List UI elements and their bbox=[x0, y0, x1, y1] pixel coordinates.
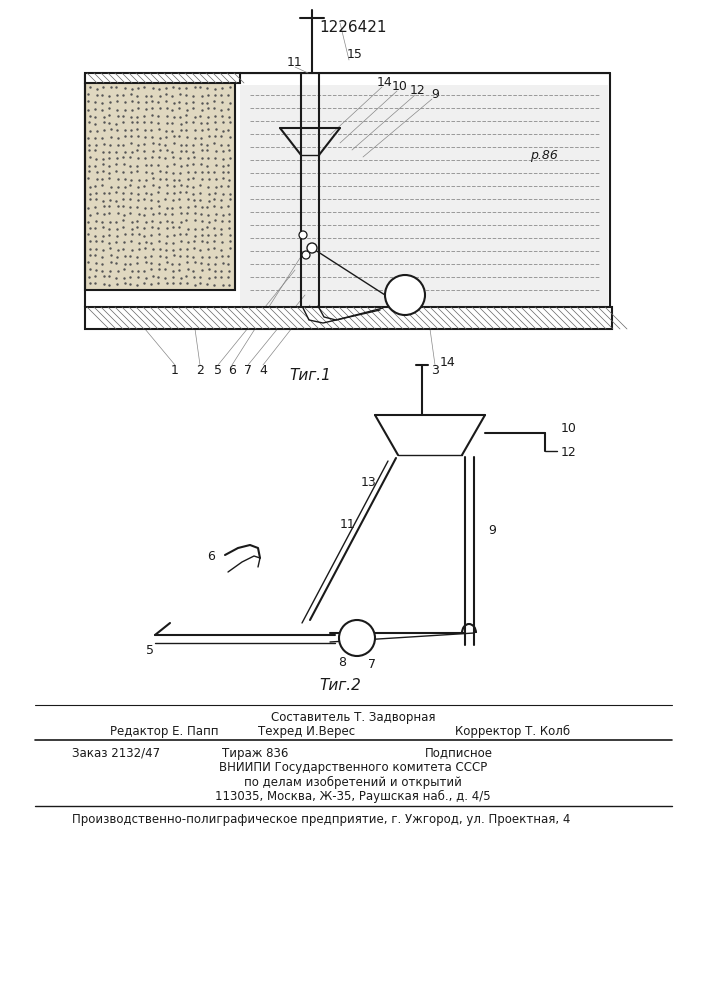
Text: 113035, Москва, Ж-35, Раушская наб., д. 4/5: 113035, Москва, Ж-35, Раушская наб., д. … bbox=[215, 789, 491, 803]
Circle shape bbox=[307, 243, 317, 253]
Text: р.86: р.86 bbox=[530, 148, 558, 161]
Text: 2: 2 bbox=[196, 363, 204, 376]
Text: 11: 11 bbox=[287, 55, 303, 68]
Text: 9: 9 bbox=[431, 89, 439, 102]
Text: Заказ 2132/47: Заказ 2132/47 bbox=[72, 746, 160, 760]
Text: 7: 7 bbox=[368, 658, 376, 672]
Circle shape bbox=[299, 231, 307, 239]
Text: по делам изобретений и открытий: по делам изобретений и открытий bbox=[244, 775, 462, 789]
Circle shape bbox=[385, 275, 425, 315]
Text: 5: 5 bbox=[214, 363, 222, 376]
Text: Τиг.2: Τиг.2 bbox=[319, 678, 361, 692]
Text: 12: 12 bbox=[561, 446, 577, 460]
Text: 10: 10 bbox=[392, 81, 408, 94]
Circle shape bbox=[302, 251, 310, 259]
Text: Техред И.Верес: Техред И.Верес bbox=[258, 724, 355, 738]
Text: Составитель Т. Задворная: Составитель Т. Задворная bbox=[271, 710, 436, 724]
Text: 10: 10 bbox=[561, 422, 577, 434]
Text: 9: 9 bbox=[488, 524, 496, 536]
Text: 1: 1 bbox=[171, 363, 179, 376]
Bar bbox=[85, 307, 612, 329]
Text: 3: 3 bbox=[431, 363, 439, 376]
Circle shape bbox=[339, 620, 375, 656]
Bar bbox=[240, 85, 608, 307]
Text: 1226421: 1226421 bbox=[320, 20, 387, 35]
Text: 5: 5 bbox=[146, 644, 154, 656]
Text: Тираж 836: Тираж 836 bbox=[222, 746, 288, 760]
Text: Производственно-полиграфическое предприятие, г. Ужгород, ул. Проектная, 4: Производственно-полиграфическое предприя… bbox=[72, 814, 571, 826]
Text: 13: 13 bbox=[361, 477, 376, 489]
Text: 11: 11 bbox=[340, 518, 356, 532]
Text: 7: 7 bbox=[244, 363, 252, 376]
Polygon shape bbox=[375, 415, 485, 455]
Text: Корректор Т. Колб: Корректор Т. Колб bbox=[455, 724, 570, 738]
Text: 12: 12 bbox=[410, 85, 426, 98]
Text: 6: 6 bbox=[207, 550, 215, 564]
Text: Τиг.1: Τиг.1 bbox=[289, 367, 331, 382]
Bar bbox=[85, 73, 240, 83]
Text: 8: 8 bbox=[338, 656, 346, 670]
Text: 14: 14 bbox=[440, 357, 456, 369]
Text: 4: 4 bbox=[259, 363, 267, 376]
Text: Редактор Е. Папп: Редактор Е. Папп bbox=[110, 724, 218, 738]
Bar bbox=[85, 75, 235, 290]
Text: 15: 15 bbox=[347, 48, 363, 62]
Text: Подписное: Подписное bbox=[425, 746, 493, 760]
Text: 14: 14 bbox=[377, 77, 393, 90]
Text: 6: 6 bbox=[228, 363, 236, 376]
Text: ВНИИПИ Государственного комитета СССР: ВНИИПИ Государственного комитета СССР bbox=[219, 762, 487, 774]
